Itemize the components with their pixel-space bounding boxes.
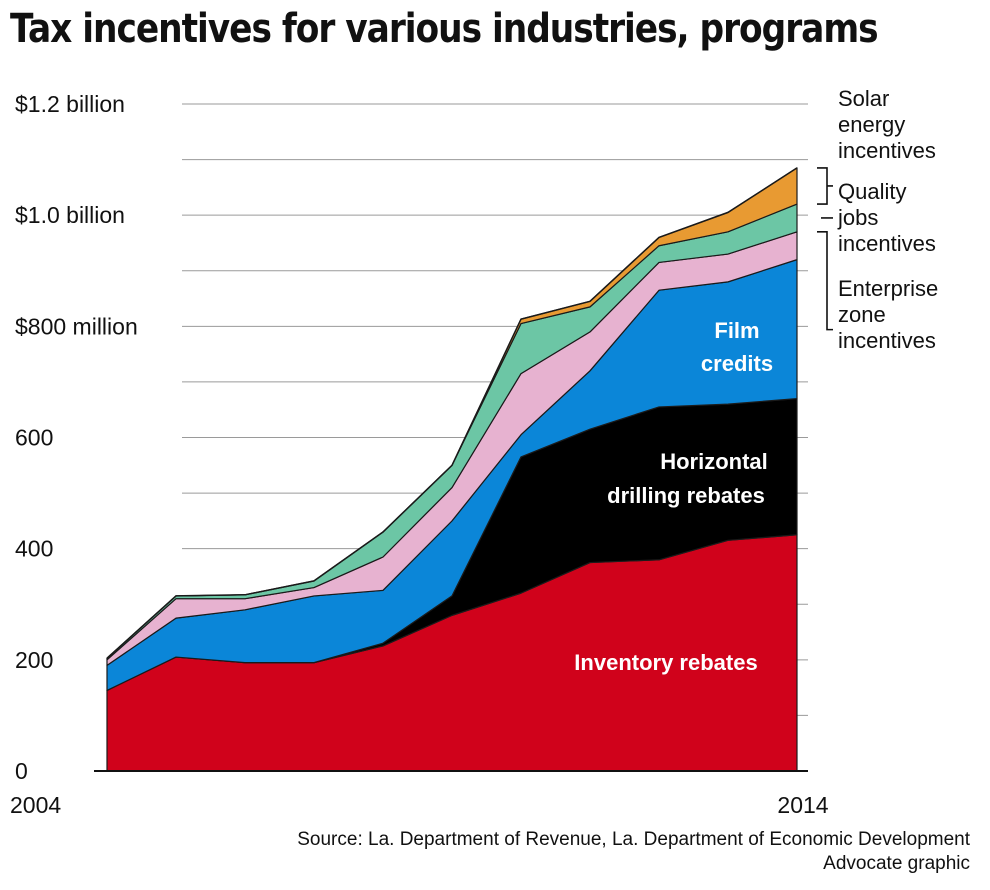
annotation-quality-line3: incentives [838, 231, 936, 256]
bracket-solar [817, 167, 833, 205]
total-outline [106, 167, 798, 659]
credit-line: Advocate graphic [823, 853, 970, 874]
y-tick-label: $800 million [15, 313, 138, 339]
axes: 0 200 400 600 $800 million $1.0 billion $1.2 b… [10, 91, 829, 818]
y-tick-label: 0 [15, 758, 28, 784]
x-tick-label: 2004 [10, 792, 61, 818]
legend-brackets [817, 167, 833, 331]
x-tick-label: 2014 [777, 792, 828, 818]
source-line: Source: La. Department of Revenue, La. D… [297, 829, 970, 850]
y-tick-label: 400 [15, 536, 53, 562]
area-series [106, 167, 798, 772]
annotation-enterprise-line3: incentives [838, 328, 936, 353]
y-tick-label: 600 [15, 425, 53, 451]
label-horizontal-drilling-line2: drilling rebates [607, 483, 765, 508]
y-tick-label: 200 [15, 647, 53, 673]
annotation-solar-line1: Solar [838, 86, 889, 111]
y-tick-label: $1.0 billion [15, 202, 125, 228]
annotation-quality-line1: Quality [838, 179, 906, 204]
source-note: Source: La. Department of Revenue, La. D… [297, 828, 970, 876]
chart-title: Tax incentives for various industries, p… [10, 6, 879, 52]
bracket-enterprise [817, 231, 833, 331]
annotation-quality-line2: jobs [837, 205, 878, 230]
label-film-credits-line1: Film [714, 318, 759, 343]
y-tick-label: $1.2 billion [15, 91, 125, 117]
series-labels: Film credits Horizontal drilling rebates… [574, 318, 773, 675]
label-film-credits-line2: credits [701, 351, 773, 376]
annotation-solar-line2: energy [838, 112, 905, 137]
annotation-solar-line3: incentives [838, 138, 936, 163]
label-horizontal-drilling-line1: Horizontal [660, 449, 768, 474]
label-inventory-rebates: Inventory rebates [574, 650, 757, 675]
annotation-enterprise-line2: zone [838, 302, 886, 327]
side-annotations: Solar energy incentives Quality jobs inc… [837, 86, 938, 353]
annotation-enterprise-line1: Enterprise [838, 276, 938, 301]
